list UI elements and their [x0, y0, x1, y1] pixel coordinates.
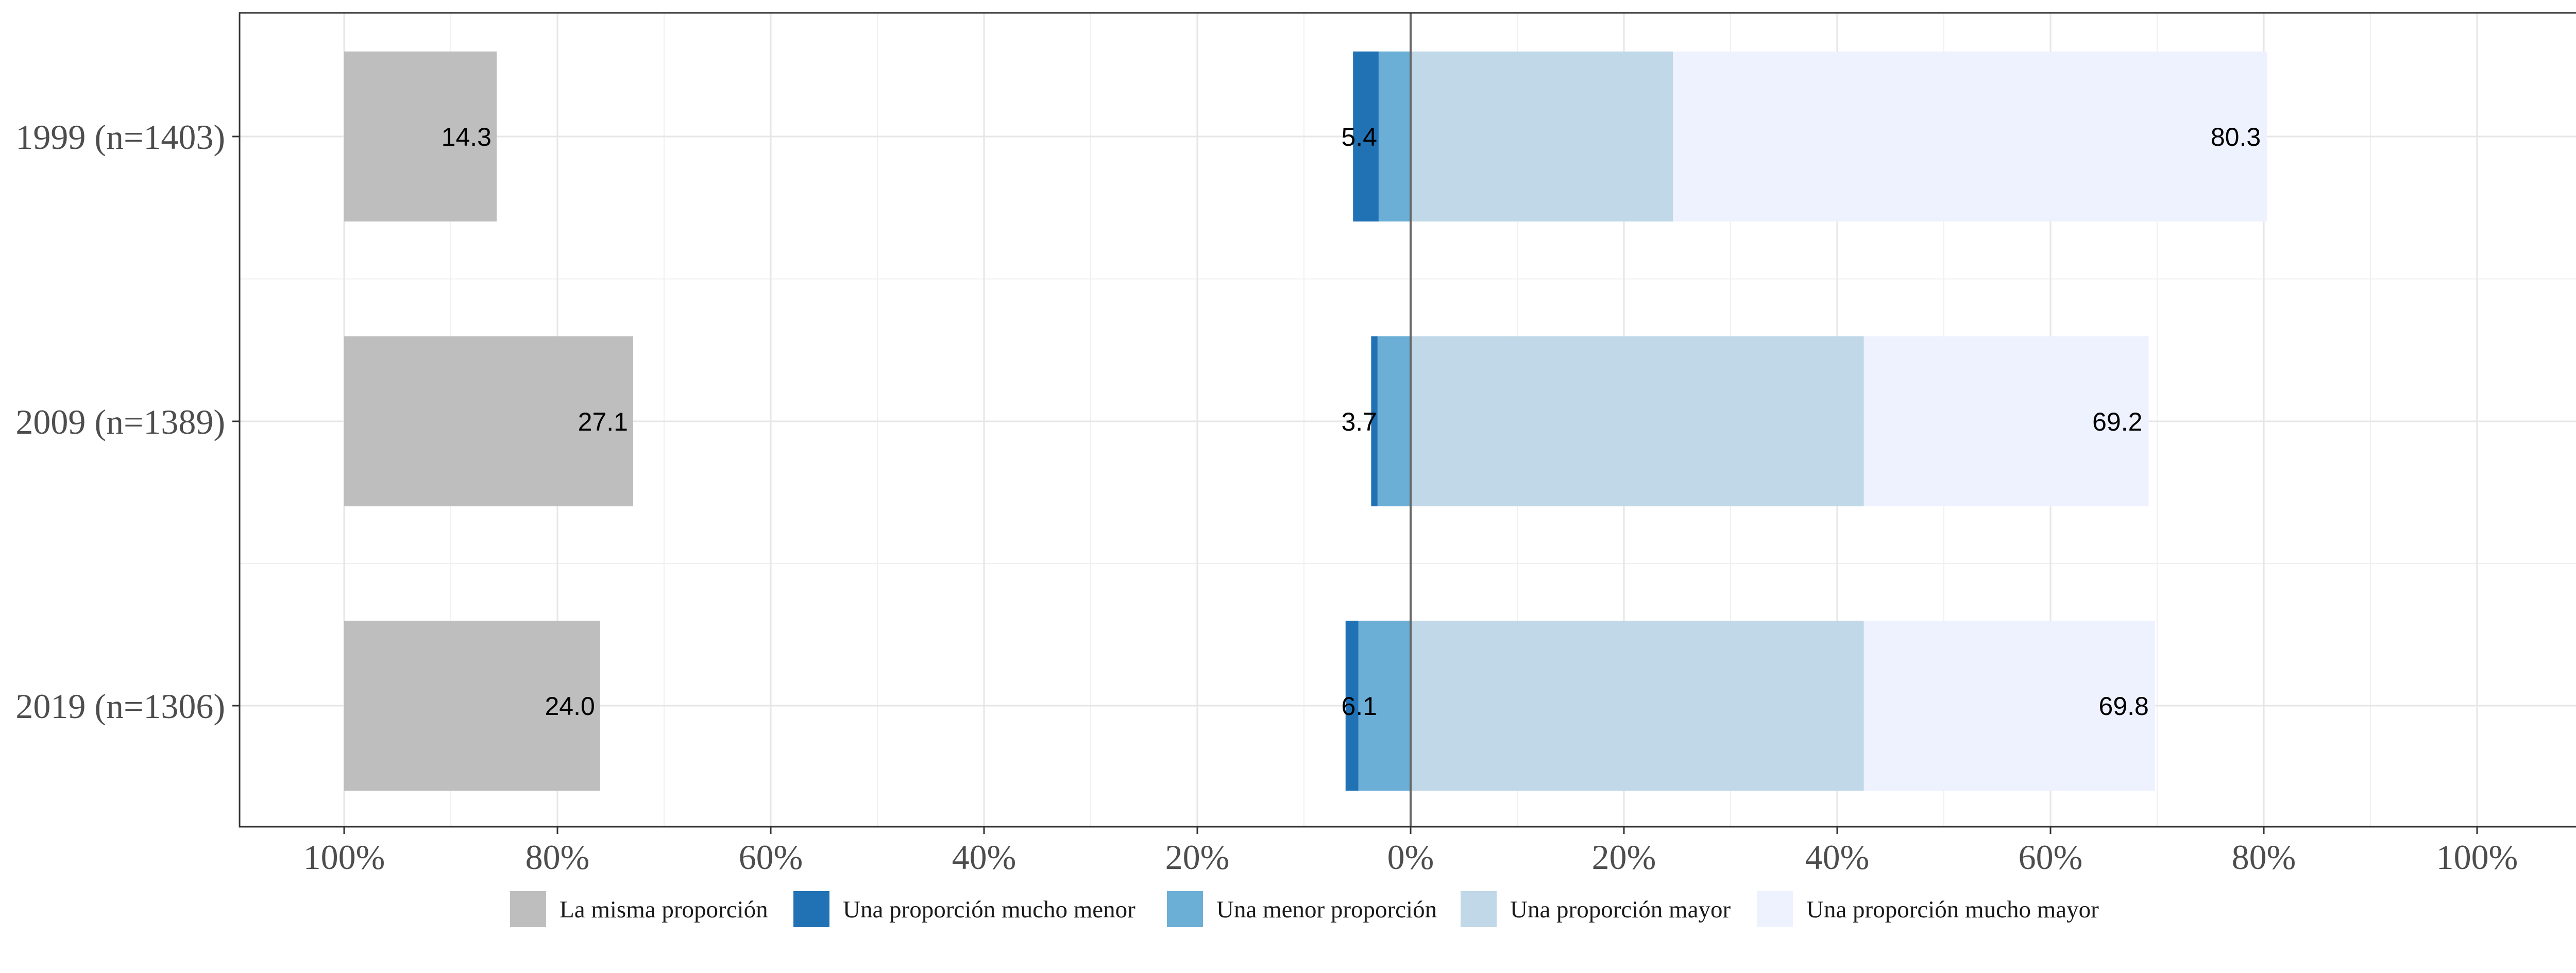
bar-positive-segment: [1411, 621, 1864, 791]
x-tick-label: 100%: [2436, 838, 2518, 877]
x-tick-label: 80%: [2232, 838, 2296, 877]
legend-swatch: [793, 891, 829, 927]
data-label-negative-total: 6.1: [1341, 692, 1377, 721]
bar-neutral: [344, 336, 633, 506]
category-label: 1999 (n=1403): [15, 117, 225, 157]
data-label-neutral: 27.1: [578, 407, 628, 436]
data-label-negative-total: 5.4: [1341, 123, 1377, 151]
legend-swatch: [1461, 891, 1497, 927]
data-label-positive-total: 69.2: [2092, 407, 2142, 436]
bar-negative-segment: [1371, 336, 1378, 506]
bar-positive-segment: [1411, 336, 1864, 506]
bar-positive-segment: [1863, 621, 2155, 791]
legend-label: Una proporción mucho menor: [843, 896, 1136, 923]
data-label-positive-total: 80.3: [2211, 123, 2261, 151]
bars-group: [344, 52, 2267, 791]
x-tick-label: 20%: [1592, 838, 1656, 877]
bar-positive-segment: [1863, 336, 2149, 506]
x-tick-label: 100%: [303, 838, 385, 877]
data-labels-group: 14.3 5.4 80.3 27.1 3.7 69.2 24.0 6.1 69.8: [442, 123, 2261, 721]
data-label-positive-total: 69.8: [2099, 692, 2149, 721]
data-label-negative-total: 3.7: [1341, 407, 1377, 436]
x-tick-label: 60%: [739, 838, 803, 877]
legend: La misma proporción Una proporción mucho …: [510, 891, 2099, 927]
bar-positive-segment: [1673, 52, 2267, 221]
axes-group: 1999 (n=1403) 2009 (n=1389) 2019 (n=1306) 1…: [15, 12, 2576, 877]
legend-label: Una proporción mayor: [1510, 896, 1731, 923]
x-tick-label: 40%: [1805, 838, 1870, 877]
data-label-neutral: 14.3: [442, 123, 492, 151]
legend-label: Una menor proporción: [1216, 896, 1437, 923]
bar-negative-segment: [1345, 621, 1359, 791]
legend-swatch: [1757, 891, 1793, 927]
x-tick-label: 80%: [526, 838, 590, 877]
bar-positive-segment: [1411, 52, 1673, 221]
x-tick-label: 0%: [1387, 838, 1434, 877]
panel-border: [239, 12, 2576, 828]
x-tick-label: 60%: [2019, 838, 2083, 877]
legend-swatch: [1167, 891, 1203, 927]
legend-label: Una proporción mucho mayor: [1806, 896, 2099, 923]
bar-neutral: [344, 52, 497, 221]
bar-negative-segment: [1358, 621, 1411, 791]
bar-negative-segment: [1353, 52, 1379, 221]
x-tick-label: 20%: [1165, 838, 1230, 877]
bar-negative-segment: [1377, 336, 1411, 506]
bar-negative-segment: [1378, 52, 1411, 221]
legend-swatch: [510, 891, 546, 927]
x-tick-label: 40%: [952, 838, 1016, 877]
legend-label: La misma proporción: [560, 896, 768, 923]
category-label: 2009 (n=1389): [15, 402, 225, 441]
bar-neutral: [344, 621, 600, 791]
category-label: 2019 (n=1306): [15, 687, 225, 726]
data-label-neutral: 24.0: [545, 692, 595, 721]
